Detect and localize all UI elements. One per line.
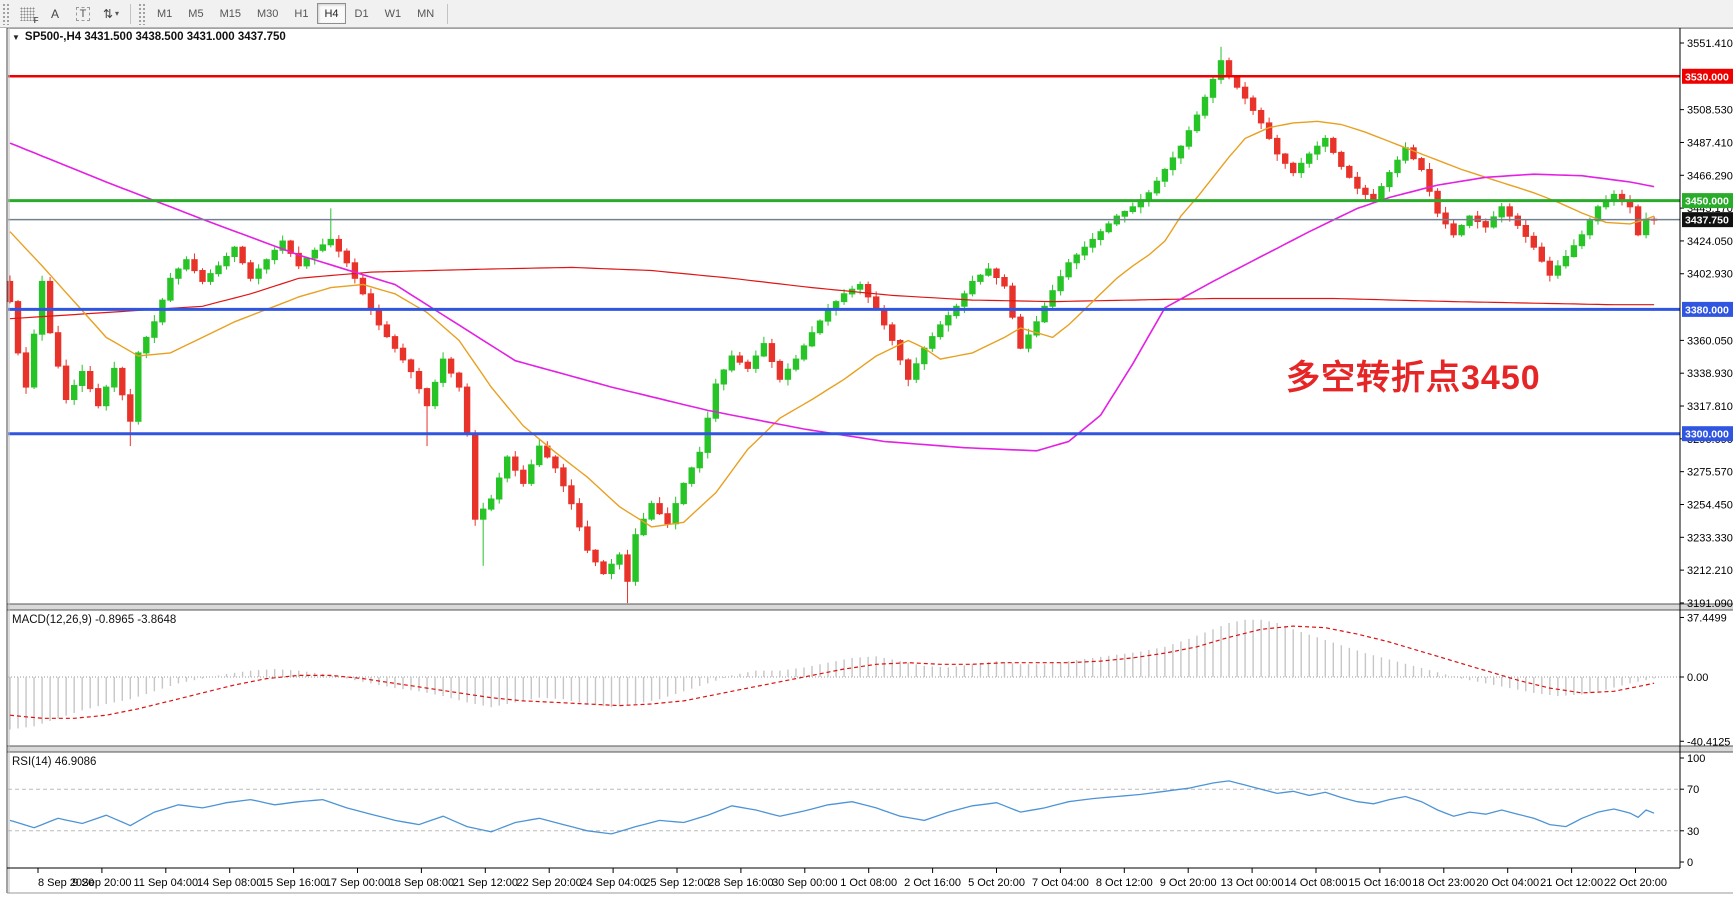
svg-text:9 Oct 20:00: 9 Oct 20:00 [1160,877,1217,889]
svg-text:3191.090: 3191.090 [1687,598,1733,610]
ma-magenta-line [9,142,1655,452]
candlestick-series[interactable] [6,46,1658,604]
svg-text:17 Sep 00:00: 17 Sep 00:00 [325,877,390,889]
svg-text:22 Sep 20:00: 22 Sep 20:00 [516,877,581,889]
svg-text:3530.000: 3530.000 [1685,71,1729,83]
timeframe-button-D1[interactable]: D1 [354,7,369,20]
svg-text:22 Oct 20:00: 22 Oct 20:00 [1604,877,1667,889]
svg-text:3317.810: 3317.810 [1687,401,1733,413]
indicators-grid-icon[interactable]: F [14,2,40,25]
svg-text:3487.410: 3487.410 [1687,137,1733,149]
text-box-icon[interactable]: T [70,2,96,25]
svg-text:28 Sep 16:00: 28 Sep 16:00 [708,877,773,889]
chart-text-annotation[interactable]: 多空转折点3450 [1286,359,1541,397]
timeframe-button-MN[interactable]: MN [417,7,435,20]
svg-text:15 Oct 16:00: 15 Oct 16:00 [1348,877,1411,889]
rsi-line [9,780,1655,835]
svg-text:3360.050: 3360.050 [1687,335,1733,347]
svg-text:25 Sep 12:00: 25 Sep 12:00 [644,877,709,889]
timeframe-button-W1[interactable]: W1 [384,7,402,20]
svg-text:30: 30 [1687,826,1699,838]
svg-text:3212.210: 3212.210 [1687,565,1733,577]
macd-panel[interactable] [8,619,1680,730]
svg-text:14 Oct 08:00: 14 Oct 08:00 [1285,877,1348,889]
text-a-glyph: A [50,6,59,21]
text-a-icon[interactable]: A [42,2,68,25]
toolbar: F A T ⇅ ▾ M1 M5 M15 M30 H1 H4 D1 W1 MN [0,0,1733,28]
svg-text:3275.570: 3275.570 [1687,467,1733,479]
text-box-glyph: T [75,6,91,21]
svg-text:3338.930: 3338.930 [1687,368,1733,380]
horizontal-level-lines[interactable] [8,75,1680,436]
svg-text:20 Oct 04:00: 20 Oct 04:00 [1476,877,1539,889]
svg-text:7 Oct 04:00: 7 Oct 04:00 [1032,877,1089,889]
price-tags: 3530.000 3450.000 3380.000 3300.000 3437.750 [1682,68,1733,442]
svg-text:1 Oct 08:00: 1 Oct 08:00 [840,877,897,889]
symbol-dropdown-icon[interactable]: ▼ [12,32,20,42]
svg-text:3424.050: 3424.050 [1687,236,1733,248]
svg-text:37.4499: 37.4499 [1687,612,1727,624]
timeframe-button-H1[interactable]: H1 [294,7,309,20]
svg-text:30 Sep 00:00: 30 Sep 00:00 [772,877,837,889]
svg-text:3300.000: 3300.000 [1685,429,1729,441]
swap-arrows-glyph: ⇅ [102,6,114,21]
svg-text:5 Oct 20:00: 5 Oct 20:00 [968,877,1025,889]
rsi-panel[interactable] [8,788,1680,832]
svg-text:9 Sep 20:00: 9 Sep 20:00 [72,877,131,889]
timeframe-group-handle[interactable] [138,2,146,25]
macd-indicator-label: MACD(12,26,9) -0.8965 -3.8648 [12,614,177,626]
rsi-indicator-label: RSI(14) 46.9086 [12,756,97,768]
svg-text:3380.000: 3380.000 [1685,304,1729,316]
svg-text:3402.930: 3402.930 [1687,269,1733,281]
svg-text:8 Sep 2020: 8 Sep 2020 [38,877,94,889]
svg-text:11 Sep 04:00: 11 Sep 04:00 [133,877,198,889]
toolbar-separator [447,3,449,24]
svg-text:70: 70 [1687,784,1699,796]
timeframe-button-M15[interactable]: M15 [219,7,241,20]
svg-text:0: 0 [1687,857,1693,869]
svg-text:100: 100 [1687,753,1705,765]
svg-text:3508.530: 3508.530 [1687,105,1733,117]
svg-text:18 Oct 23:00: 18 Oct 23:00 [1412,877,1475,889]
svg-text:8 Oct 12:00: 8 Oct 12:00 [1096,877,1153,889]
svg-text:3450.000: 3450.000 [1685,196,1729,208]
panel-frame [6,27,1733,894]
svg-text:21 Oct 12:00: 21 Oct 12:00 [1540,877,1603,889]
svg-text:-40.4125: -40.4125 [1687,736,1730,748]
toolbar-separator [130,3,131,24]
svg-text:0.00: 0.00 [1687,672,1708,684]
timeframe-button-M1[interactable]: M1 [157,7,173,20]
svg-text:18 Sep 08:00: 18 Sep 08:00 [389,877,454,889]
timeframe-button-group: M1 M5 M15 M30 H1 H4 D1 W1 MN [149,3,442,24]
svg-text:2 Oct 16:00: 2 Oct 16:00 [904,877,961,889]
price-axis[interactable]: 3551.4103508.5303487.4103466.2903445.170… [1680,38,1733,869]
timeframe-button-H4[interactable]: H4 [317,3,346,24]
svg-text:3254.450: 3254.450 [1687,499,1733,511]
svg-text:3466.290: 3466.290 [1687,170,1733,182]
swap-arrows-icon[interactable]: ⇅ ▾ [98,2,124,25]
chart-title: ▼ SP500-,H4 3431.500 3438.500 3431.000 3… [12,31,286,43]
svg-text:15 Sep 16:00: 15 Sep 16:00 [261,877,326,889]
indicators-grid-glyph: F [19,6,39,25]
svg-text:14 Sep 08:00: 14 Sep 08:00 [197,877,262,889]
ma-orange-line [9,120,1655,528]
svg-text:21 Sep 12:00: 21 Sep 12:00 [453,877,518,889]
timeframe-button-M5[interactable]: M5 [188,7,204,20]
svg-text:3437.750: 3437.750 [1685,215,1729,227]
timeframe-button-M30[interactable]: M30 [256,7,279,20]
svg-text:3233.330: 3233.330 [1687,532,1733,544]
symbol-ohlc-text: SP500-,H4 3431.500 3438.500 3431.000 343… [24,31,286,43]
toolbar-drag-handle[interactable] [2,2,10,25]
chevron-down-icon: ▾ [115,9,120,18]
macd-signal-line [9,625,1655,719]
svg-text:13 Oct 00:00: 13 Oct 00:00 [1221,877,1284,889]
ma-red-line [9,266,1655,320]
svg-text:24 Sep 04:00: 24 Sep 04:00 [580,877,645,889]
svg-text:3551.410: 3551.410 [1687,38,1733,50]
